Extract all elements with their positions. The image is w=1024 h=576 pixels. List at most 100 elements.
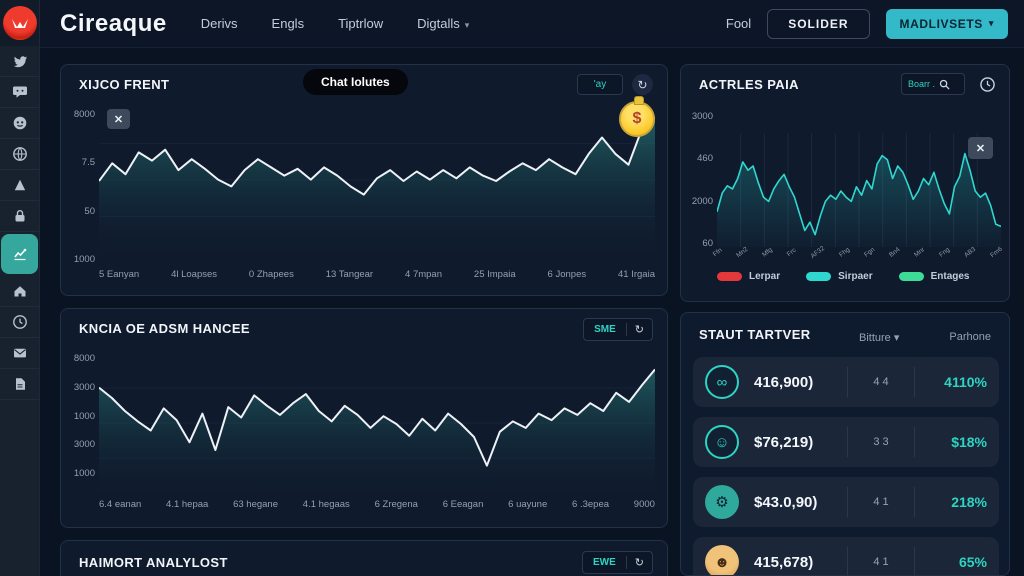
sidebar: [0, 0, 40, 576]
x-tick: Fng: [938, 246, 952, 259]
refresh-icon[interactable]: ↻: [632, 74, 653, 95]
sidebar-item-history[interactable]: [0, 307, 39, 338]
avatar: ☻: [705, 545, 739, 575]
mail-icon: [13, 348, 26, 358]
gear-icon: ⚙: [705, 485, 739, 519]
stat-mid-icons: 4 1: [873, 496, 889, 508]
sidebar-item-report[interactable]: [0, 369, 39, 400]
refresh-icon[interactable]: ↻: [625, 323, 652, 336]
panel-title: ACTRLES PAIA: [699, 77, 799, 92]
stat-row[interactable]: ☺ $76,219) 3 3 $18%: [693, 417, 999, 467]
x-tick: 4l Loapses: [171, 269, 218, 280]
twitter-icon: [13, 56, 27, 68]
x-tick: AF32: [809, 244, 827, 261]
stat-change: 65%: [958, 554, 987, 570]
x-tick: 0 Zhapees: [248, 269, 294, 280]
nav-item-derivs[interactable]: Derivs: [200, 16, 238, 31]
x-tick: 6 uayune: [508, 499, 548, 510]
legend-item-entages[interactable]: Entages: [898, 271, 970, 282]
logo-icon: [2, 6, 37, 40]
stats-filter-dropdown[interactable]: Bitture ▾: [859, 332, 900, 344]
sidebar-item-community[interactable]: [0, 139, 39, 170]
home-icon: [14, 286, 25, 297]
panel-title: KNCIA OE ADSM HANCEE: [79, 321, 250, 336]
y-tick: 50: [84, 205, 95, 217]
x-tick: Mn2: [735, 245, 750, 260]
x-tick: Frc: [785, 246, 798, 259]
y-tick: 8000: [73, 353, 95, 364]
stat-row[interactable]: ⚙ $43.0,90) 4 1 218%: [693, 477, 999, 527]
app-logo[interactable]: [0, 0, 39, 46]
divider: [914, 367, 915, 397]
solider-button[interactable]: SOLIDER: [767, 8, 870, 39]
globe-face-icon: [12, 147, 27, 161]
x-tick: 4 7mpan: [405, 269, 442, 280]
y-axis-ticks: 8000 7.5 50 1000: [65, 109, 95, 265]
sme-button[interactable]: SME: [594, 324, 616, 335]
coin-badge-icon: $: [619, 96, 655, 137]
x-tick: 6 Jonpes: [547, 269, 587, 280]
legend-item-sirpaer[interactable]: Sirpaer: [806, 271, 873, 282]
sidebar-item-mail[interactable]: [0, 338, 39, 369]
active-pairs-chart: [717, 133, 1001, 247]
stat-value: 415,678): [754, 553, 814, 571]
y-tick: 2000: [691, 195, 713, 207]
legend-item-lerpar[interactable]: Lerpar: [717, 271, 780, 282]
close-button[interactable]: ✕: [107, 109, 130, 129]
x-tick: Fgn: [863, 246, 877, 259]
stat-row[interactable]: ☻ 415,678) 4 1 65%: [693, 537, 999, 575]
madlivsets-button[interactable]: MADLIVSETS ▾: [885, 8, 1008, 39]
stat-change: $18%: [951, 434, 987, 450]
y-axis-ticks: 3000 460 2000 60: [685, 111, 713, 249]
report-panel: HAIMORT ANALYLOST EWE ↻: [60, 540, 668, 576]
divider: [847, 427, 848, 457]
x-axis-ticks: 6.4 eanan 4.1 hepaa 63 hegane 4.1 hegaas 6 Z…: [99, 499, 655, 510]
sidebar-item-signal[interactable]: [0, 170, 39, 201]
brand-title: Cireaque: [60, 9, 167, 37]
timeframe-control[interactable]: SME ↻: [583, 318, 653, 341]
discord-icon: [13, 116, 26, 130]
nav-item-engls[interactable]: Engls: [271, 16, 305, 31]
nav-item-tiptrlow[interactable]: Tiptrlow: [338, 16, 384, 31]
sidebar-item-twitter[interactable]: [0, 46, 39, 77]
panel-title: HAIMORT ANALYLOST: [79, 555, 228, 570]
price-chart-panel: XIJCO FRENT Chat Iolutes 'ay ↻ 8000 7.5 50…: [60, 64, 668, 296]
sidebar-item-discord[interactable]: [0, 108, 39, 139]
sidebar-item-security[interactable]: [0, 201, 39, 232]
infinity-icon: ∞: [705, 365, 739, 399]
y-tick: 3000: [691, 111, 713, 122]
ewe-button[interactable]: EWE: [593, 557, 616, 568]
divider: [914, 427, 915, 457]
divider: [914, 487, 915, 517]
close-button[interactable]: ✕: [968, 137, 993, 159]
x-tick: 4.1 hegaas: [302, 499, 350, 510]
x-tick: 6 .3epea: [572, 499, 610, 510]
sidebar-item-chat[interactable]: [0, 77, 39, 108]
triangle-icon: [14, 179, 25, 191]
sidebar-item-charts-active[interactable]: [1, 234, 38, 274]
x-tick: Fhg: [838, 246, 852, 259]
nav-item-digtalls[interactable]: Digtalls ▾: [417, 16, 470, 31]
x-tick: 5 Eanyan: [99, 269, 140, 280]
divider: [847, 487, 848, 517]
sidebar-item-home[interactable]: [0, 276, 39, 307]
x-tick: 6 Eeagan: [442, 499, 484, 510]
x-tick: 4.1 hepaa: [166, 499, 209, 510]
stat-value: 416,900): [754, 373, 814, 391]
range-selector[interactable]: 'ay: [577, 74, 623, 95]
stats-column-header: Parhone: [949, 331, 991, 343]
stat-row[interactable]: ∞ 416,900) 4 4 4110%: [693, 357, 999, 407]
divider: [847, 547, 848, 575]
search-input[interactable]: Boarr .: [901, 73, 965, 95]
y-axis-ticks: 8000 3000 1000 3000 1000: [65, 353, 95, 479]
report-control[interactable]: EWE ↻: [582, 551, 653, 574]
y-tick: 8000: [73, 109, 95, 120]
clock-icon[interactable]: [977, 74, 997, 94]
topbar: Cireaque Derivs Engls Tiptrlow Digtalls ▾…: [40, 0, 1024, 48]
chart-icon: [13, 248, 26, 261]
refresh-icon[interactable]: ↻: [625, 556, 652, 569]
lock-icon: [15, 210, 24, 222]
legend-swatch-cyan: [806, 272, 832, 281]
x-tick: 6 Zregena: [374, 499, 418, 510]
y-tick: 1000: [73, 253, 95, 265]
